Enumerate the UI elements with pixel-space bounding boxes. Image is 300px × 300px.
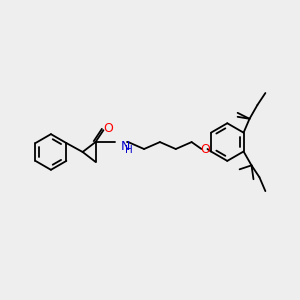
Text: O: O	[200, 142, 210, 155]
Text: N: N	[120, 140, 130, 152]
Text: H: H	[125, 145, 133, 155]
Text: O: O	[103, 122, 113, 135]
